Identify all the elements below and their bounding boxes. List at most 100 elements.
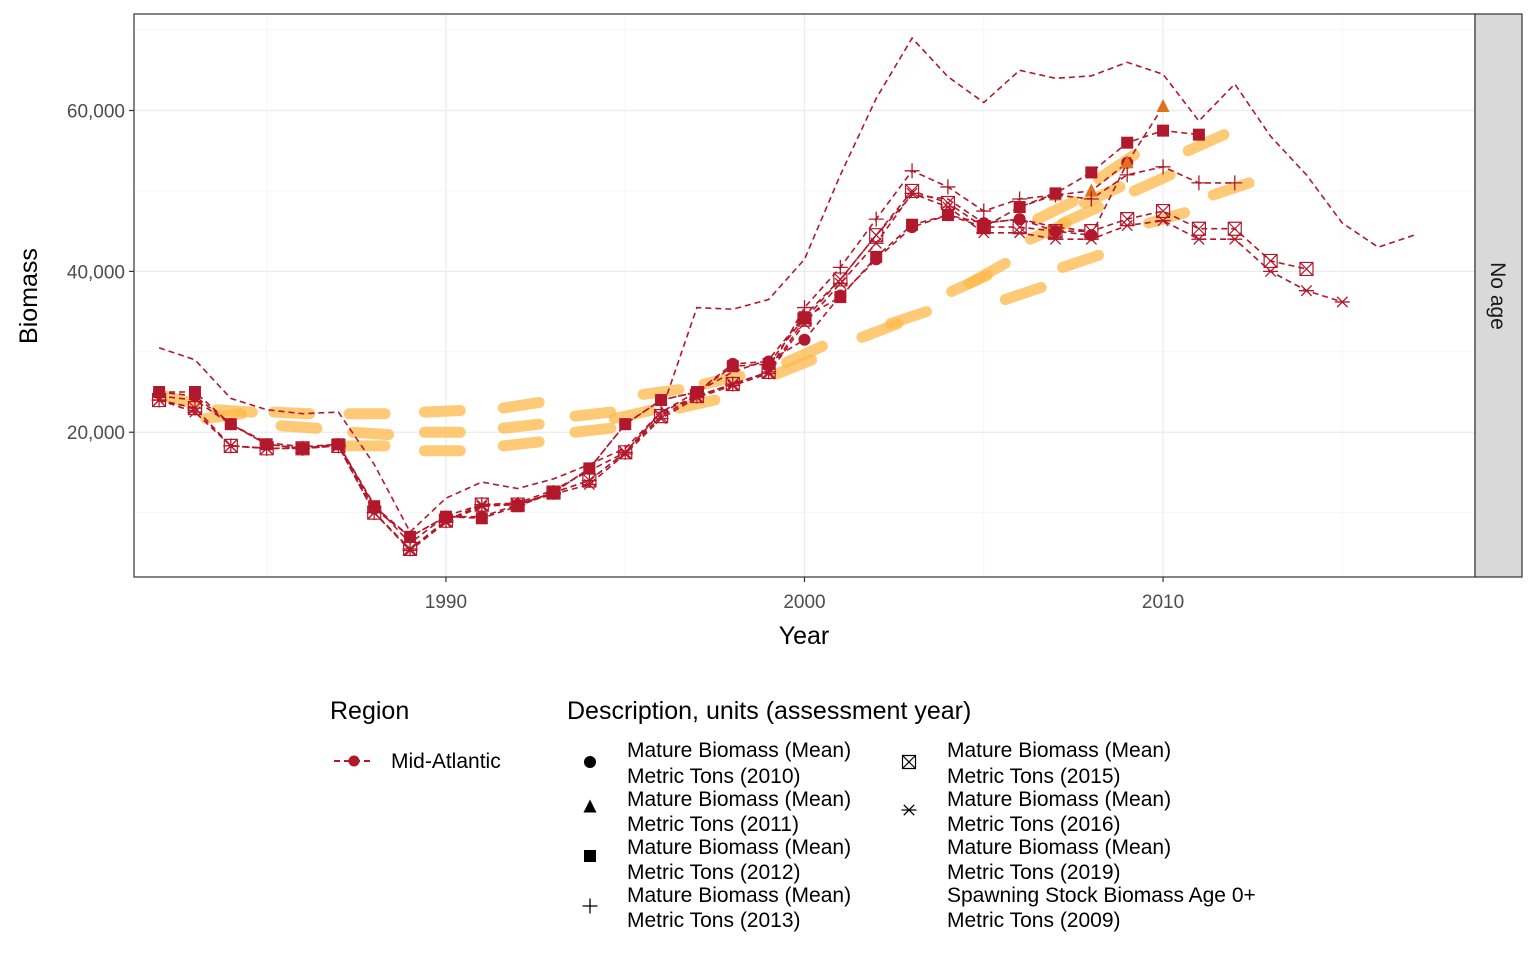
series-marker-circle: [798, 333, 811, 346]
series-marker-square: [188, 386, 201, 399]
legend-entry-line1: Mature Biomass (Mean): [627, 739, 851, 762]
facet-strip: [1474, 13, 1523, 578]
trend-segment: [1057, 249, 1105, 273]
series-line: [158, 36, 1415, 534]
trend-segment: [1128, 169, 1176, 197]
series-marker-square: [404, 530, 417, 543]
trend-segment: [569, 406, 617, 422]
series-marker-asterisk: [402, 544, 418, 557]
series-marker-asterisk: [295, 442, 311, 454]
legend-entry-line2: Metric Tons (2009): [947, 909, 1121, 932]
trend-segment: [781, 340, 828, 368]
y-tick-label: 40,000: [67, 262, 125, 283]
trend-segment: [1182, 129, 1230, 157]
series-marker-asterisk: [868, 237, 884, 249]
legend-entry-line2: Metric Tons (2016): [947, 813, 1121, 836]
legend-key-asterisk: [901, 804, 917, 816]
y-axis-ticks: 20,000 40,000 60,000: [67, 102, 134, 444]
series-markers: [151, 98, 1350, 557]
series-marker-plus: [1119, 167, 1135, 183]
x-tick-label: 2000: [783, 592, 825, 613]
series-marker-square: [726, 360, 739, 373]
trend-segment: [275, 420, 323, 434]
series-marker-square: [870, 250, 883, 263]
region-legend: Region Mid-Atlantic: [330, 697, 501, 773]
description-legend-title: Description, units (assessment year): [567, 697, 971, 725]
series-marker-asterisk: [546, 488, 562, 500]
series-marker-plus: [1227, 175, 1243, 191]
series-marker-asterisk: [689, 391, 705, 404]
region-legend-entry: Mid-Atlantic: [391, 750, 501, 773]
series-marker-square: [1192, 128, 1205, 141]
series-marker-asterisk: [725, 379, 741, 392]
series-marker-asterisk: [1119, 219, 1135, 232]
series-marker-asterisk: [832, 277, 848, 290]
series-marker-asterisk: [1298, 285, 1314, 297]
series-marker-asterisk: [330, 440, 346, 452]
trend-segment: [770, 354, 818, 380]
series-marker-asterisk: [1083, 233, 1099, 245]
series-marker-asterisk: [1227, 233, 1243, 245]
series-marker-square-cross: [1191, 221, 1207, 236]
trend-segment: [497, 418, 545, 434]
legend-entry-line1: Mature Biomass (Mean): [627, 884, 851, 907]
series-marker-square-cross: [1299, 261, 1314, 277]
series-marker-square: [224, 418, 237, 431]
series-marker-asterisk: [581, 478, 597, 491]
legend-entry-line2: Metric Tons (2011): [627, 813, 799, 836]
legend-entry-line2: Metric Tons (2012): [627, 861, 801, 884]
series-marker-square-cross: [1155, 203, 1171, 219]
legend-entry-line2: Metric Tons (2013): [627, 909, 801, 932]
trend-segment: [569, 422, 617, 438]
legend-entry-line1: Mature Biomass (Mean): [947, 739, 1171, 762]
legend-entry-line2: Metric Tons (2010): [627, 765, 801, 788]
trend-segment: [497, 396, 545, 414]
region-legend-title: Region: [330, 697, 409, 725]
series-marker-square-cross: [976, 220, 991, 235]
legend-entry-line1: Mature Biomass (Mean): [947, 788, 1171, 811]
legend-key-square: [584, 850, 596, 862]
series-line: [158, 192, 1343, 552]
trend-segment: [200, 408, 248, 425]
series-marker-asterisk: [940, 201, 956, 213]
series-marker-plus: [976, 203, 992, 219]
series-marker-plus: [904, 163, 920, 179]
series-marker-asterisk: [1047, 233, 1063, 245]
legend-entry-line2: Metric Tons (2019): [947, 861, 1121, 884]
series-marker-square: [834, 291, 847, 304]
series-marker-square: [619, 418, 632, 431]
series-marker-asterisk: [761, 367, 777, 380]
description-legend-keys: [582, 754, 917, 914]
series-marker-square: [583, 462, 596, 475]
series-marker-asterisk: [653, 412, 669, 425]
series-marker-asterisk: [223, 440, 239, 452]
legend-entry-line2: Metric Tons (2015): [947, 765, 1121, 788]
trend-segment: [1032, 195, 1079, 225]
series-marker-square: [655, 394, 668, 407]
series-marker-asterisk: [797, 317, 812, 330]
series-marker-asterisk: [904, 187, 920, 200]
trend-segment: [885, 306, 932, 330]
series-marker-asterisk: [1191, 233, 1207, 245]
legend-entry-line1: Mature Biomass (Mean): [627, 788, 851, 811]
x-axis-ticks: 1990 2000 2010: [425, 577, 1184, 613]
series-marker-square-cross: [1012, 220, 1027, 235]
series-marker-asterisk: [187, 406, 203, 418]
legend-entry-line1: Mature Biomass (Mean): [627, 836, 851, 859]
series-marker-asterisk: [1334, 296, 1350, 308]
series-marker-plus: [1083, 191, 1099, 207]
trend-segment: [1207, 177, 1255, 201]
trend-segment: [963, 257, 1011, 289]
x-tick-label: 1990: [425, 592, 467, 613]
series-marker-square-cross: [1227, 221, 1242, 236]
legend-key-plus: [582, 898, 598, 914]
series-marker-asterisk: [1263, 265, 1279, 278]
x-axis-title: Year: [779, 622, 830, 650]
y-tick-label: 60,000: [67, 102, 125, 123]
series-marker-plus: [1047, 187, 1063, 203]
series-marker-square: [1085, 166, 1098, 179]
facet-strip-label: No age: [1486, 262, 1509, 330]
series-marker-square: [475, 512, 488, 525]
series-marker-asterisk: [151, 394, 167, 406]
